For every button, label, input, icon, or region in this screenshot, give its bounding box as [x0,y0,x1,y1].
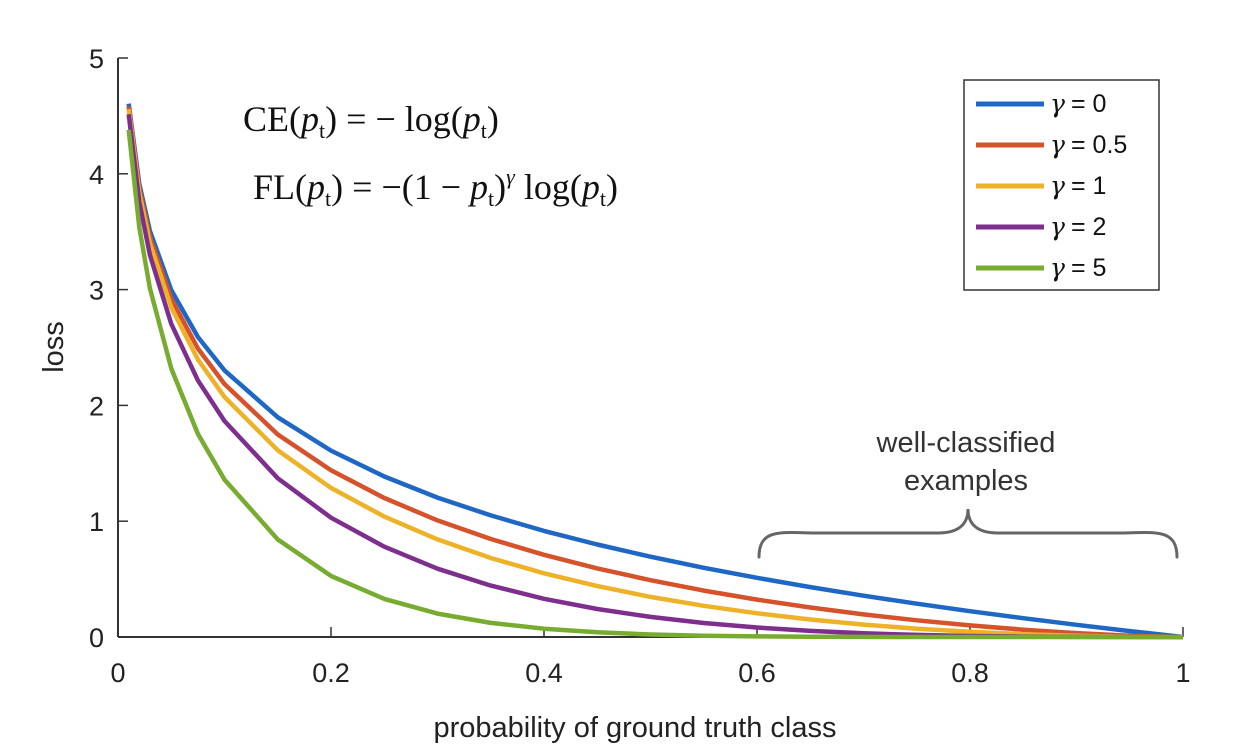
ce-formula-lhs: CE [243,99,289,139]
well-classified-annotation: well-classified examples [757,427,1179,559]
series-lines [126,103,1184,640]
y-tick-label: 5 [89,44,104,74]
x-tick-label: 0.2 [312,658,350,688]
fl-formula-rhs-b: log [524,167,570,207]
annotation-line-2: examples [904,465,1028,497]
legend-label: = 0 [1071,90,1106,118]
x-tick-label: 0.4 [525,658,563,688]
y-tick-label: 0 [89,623,104,653]
ce-formula-rhs: = − log [346,99,451,139]
legend-symbol: γ [1050,171,1065,200]
fl-formula-lhs: FL [253,167,295,207]
y-tick-label: 1 [89,507,104,537]
x-axis-label: probability of ground truth class [434,712,837,744]
legend-symbol: γ [1050,212,1065,241]
annotation-brace [757,508,1179,559]
legend-symbol: γ [1050,130,1065,159]
axis-ticks: 0 0.2 0.4 0.6 0.8 1 0 1 2 3 4 5 [89,44,1191,688]
series-line-gamma-5 [126,129,1183,640]
x-tick-label: 0.6 [738,658,776,688]
y-tick-label: 4 [89,160,104,190]
x-tick-label: 0 [110,658,125,688]
legend-label: = 1 [1071,172,1106,200]
y-tick-label: 3 [89,276,104,306]
series-line-gamma-1 [126,108,1184,640]
y-axis-label: loss [38,321,70,373]
legend-symbol: γ [1050,253,1065,282]
legend-label: = 2 [1071,213,1106,241]
legend-label: = 0.5 [1071,131,1127,159]
x-tick-label: 0.8 [951,658,989,688]
fl-formula: FL(pt) = −(1 − pt)γ log(pt) [253,164,618,211]
legend-symbol: γ [1050,89,1065,118]
legend-label: = 5 [1071,254,1106,282]
series-line-gamma-0 [126,103,1184,640]
annotation-line-1: well-classified [876,427,1056,459]
fl-formula-exponent: γ [506,164,516,189]
fl-formula-rhs-a: = −(1 − [352,167,461,207]
ce-formula: CE(pt) = − log(pt) [243,99,499,143]
legend: γ = 0γ = 0.5γ = 1γ = 2γ = 5 [963,79,1160,291]
series-line-gamma-0-5 [126,106,1184,640]
y-tick-label: 2 [89,391,104,421]
x-tick-label: 1 [1175,658,1190,688]
